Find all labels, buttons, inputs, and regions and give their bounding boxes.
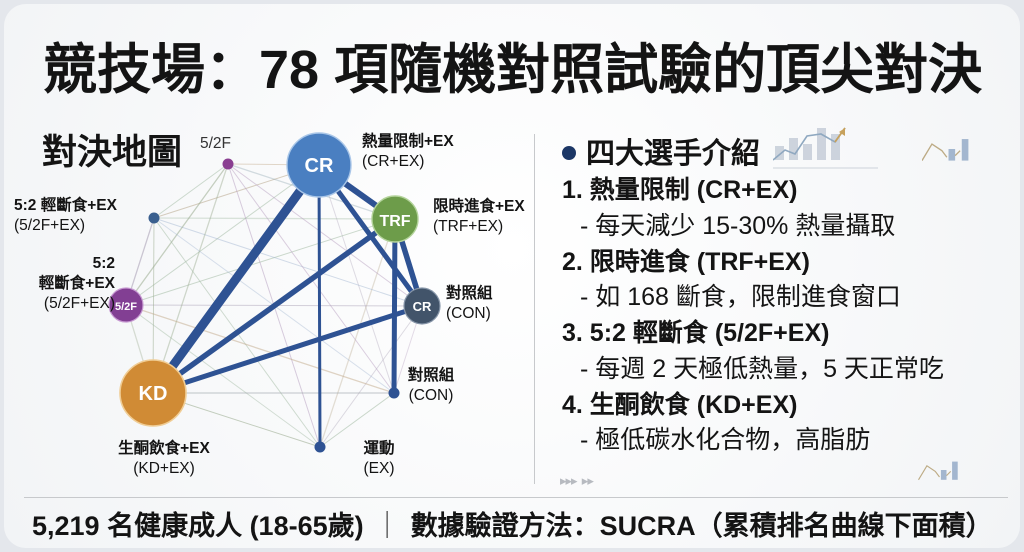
svg-text:TRF: TRF [379, 213, 410, 230]
svg-text:CR: CR [305, 155, 334, 177]
svg-text:KD: KD [139, 383, 168, 405]
svg-text:CR: CR [413, 299, 432, 314]
svg-text:5/2F: 5/2F [115, 301, 137, 313]
